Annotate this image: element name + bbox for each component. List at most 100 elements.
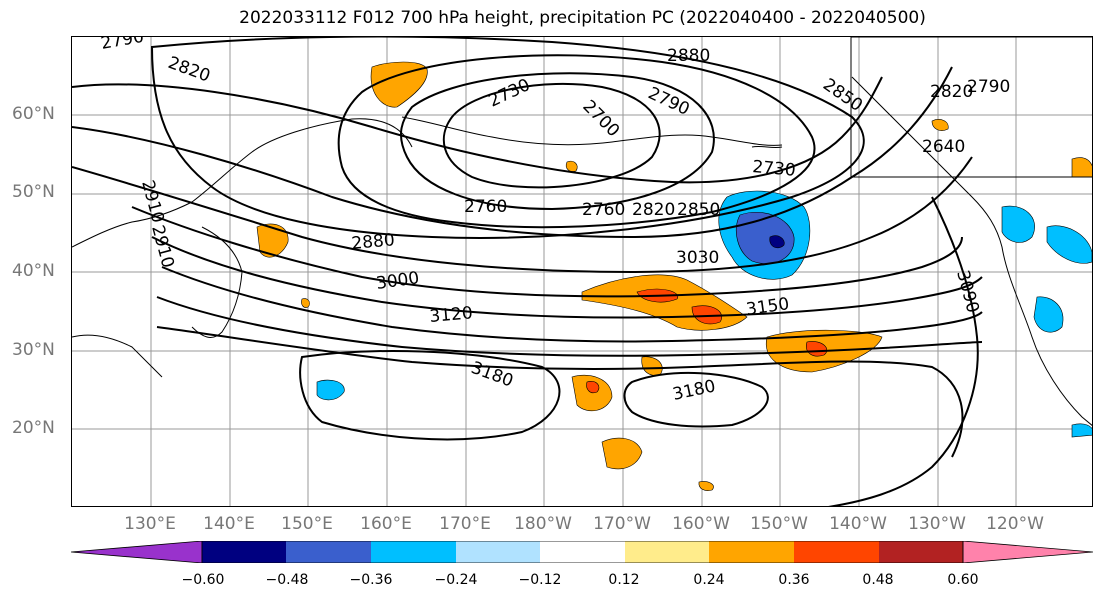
map-title: 2022033112 F012 700 hPa height, precipit… (239, 8, 926, 28)
colorbar-bin (202, 541, 286, 563)
precip-neg-area-california (1033, 296, 1064, 333)
colorbar-arrow-right (962, 541, 1093, 563)
contour-3090 (156, 296, 983, 357)
colorbar-bin (879, 541, 963, 563)
contour-label: 3030 (676, 248, 719, 268)
colorbar-bin (456, 541, 540, 563)
contour-3000 (151, 236, 983, 319)
contour-2700-low (442, 82, 661, 189)
contour-label: 2730 (486, 75, 534, 111)
contour-3180-east (623, 371, 769, 428)
colorbar-bin (794, 541, 879, 563)
coastline-north-america (851, 76, 1092, 426)
graticule (72, 37, 1092, 506)
colorbar-tick-label: 0.12 (608, 572, 640, 588)
colorbar-bin (371, 541, 456, 563)
colorbar-bin (625, 541, 709, 563)
precip-pos-spot-1 (301, 298, 310, 308)
precip-neg-area-coast-1 (1001, 205, 1035, 243)
lon-label-150w: 150°W (750, 514, 808, 534)
contour-3180-west (299, 350, 561, 441)
precip-pos-area-south-3 (641, 356, 663, 376)
contour-2730-low (400, 72, 715, 211)
lon-label-120w: 120°W (986, 514, 1044, 534)
lon-label-160e: 160°E (360, 514, 412, 534)
contour-label: 2790 (967, 77, 1010, 97)
lon-label-150e: 150°E (281, 514, 333, 534)
height-contours (72, 37, 983, 506)
lat-label-30n: 30°N (12, 340, 55, 360)
contour-label: 2880 (351, 230, 396, 254)
contour-3090-east (828, 196, 979, 506)
precip-pos-area-japan (256, 223, 289, 258)
lon-label-140w: 140°W (829, 514, 887, 534)
contour-label: 2760 (582, 200, 625, 220)
precipitation-shading (256, 61, 1092, 491)
colorbar-bin (709, 541, 794, 563)
lat-label-60n: 60°N (12, 104, 55, 124)
contour-label: 2790 (99, 37, 145, 54)
contour-label: 2910 (137, 178, 168, 225)
precip-neg-area-west-pacific (316, 379, 345, 401)
lon-label-180w: 180°W (514, 514, 572, 534)
contour-label: 3120 (429, 303, 474, 327)
precip-pos-spot-3 (698, 481, 714, 491)
map-panel: 2790 2820 2880 2730 2700 2790 2850 2760 … (71, 36, 1093, 507)
precip-pos-core-central-2 (691, 305, 722, 325)
colorbar-tick-label: −0.60 (181, 572, 225, 588)
contour-label: 2730 (752, 157, 797, 181)
lon-label-170w: 170°W (593, 514, 651, 534)
canada-border-box (850, 37, 1092, 178)
colorbar-tick-label: −0.36 (349, 572, 393, 588)
contour-2910 (72, 156, 973, 274)
contour-label: 2820 (165, 53, 212, 87)
coastline-china (72, 334, 163, 378)
contour-2880 (72, 66, 953, 239)
contour-label: 2700 (578, 96, 623, 141)
contour-3120 (156, 326, 964, 458)
lon-label-130w: 130°W (908, 514, 966, 534)
contour-label: 3180 (468, 358, 515, 392)
contour-label: 3090 (952, 268, 983, 315)
coastline-alaska-peninsula (751, 145, 783, 149)
colorbar-tick-label: 0.24 (693, 572, 725, 588)
precip-pos-area-south-2 (601, 437, 643, 470)
contour-label: 2760 (464, 197, 507, 217)
coastlines (72, 37, 1092, 426)
lat-label-40n: 40°N (12, 261, 55, 281)
precip-pos-core-south-1 (586, 381, 600, 394)
colorbar (71, 541, 1093, 563)
map-canvas: 2790 2820 2880 2730 2700 2790 2850 2760 … (72, 37, 1092, 506)
contour-label: 3180 (671, 376, 717, 405)
contour-label: 2640 (922, 137, 965, 157)
contour-2760 (337, 54, 816, 229)
contour-label: 2820 (632, 200, 675, 220)
contour-label: 2880 (667, 46, 710, 66)
contour-2850 (72, 76, 883, 184)
contour-label: 3150 (745, 294, 791, 320)
colorbar-outline (201, 541, 964, 563)
precip-pos-area-canada (1071, 157, 1092, 178)
precip-neg-area-mexico (1071, 423, 1092, 438)
lat-label-50n: 50°N (12, 182, 55, 202)
lon-label-170e: 170°E (439, 514, 491, 534)
precip-neg-max-gulf (769, 235, 785, 249)
colorbar-tick-label: 0.36 (778, 572, 810, 588)
colorbar-tick-label: −0.24 (434, 572, 478, 588)
colorbar-tick-label: −0.12 (518, 572, 562, 588)
precip-pos-area-kamchatka (370, 61, 428, 108)
colorbar-tick-label: −0.48 (265, 572, 309, 588)
precip-pos-area-alaska (931, 119, 949, 131)
lon-label-130e: 130°E (124, 514, 176, 534)
colorbar-tick-label: 0.48 (862, 572, 894, 588)
precip-pos-spot-2 (565, 160, 578, 172)
contour-label: 2850 (677, 200, 720, 220)
contour-2820 (150, 37, 865, 239)
colorbar-bin (286, 541, 371, 563)
contour-label: 2820 (930, 82, 973, 102)
lat-label-20n: 20°N (12, 418, 55, 438)
contour-label: 2910 (147, 223, 178, 270)
coastline-asia (72, 118, 413, 248)
lon-label-160w: 160°W (672, 514, 730, 534)
lon-label-140e: 140°E (203, 514, 255, 534)
